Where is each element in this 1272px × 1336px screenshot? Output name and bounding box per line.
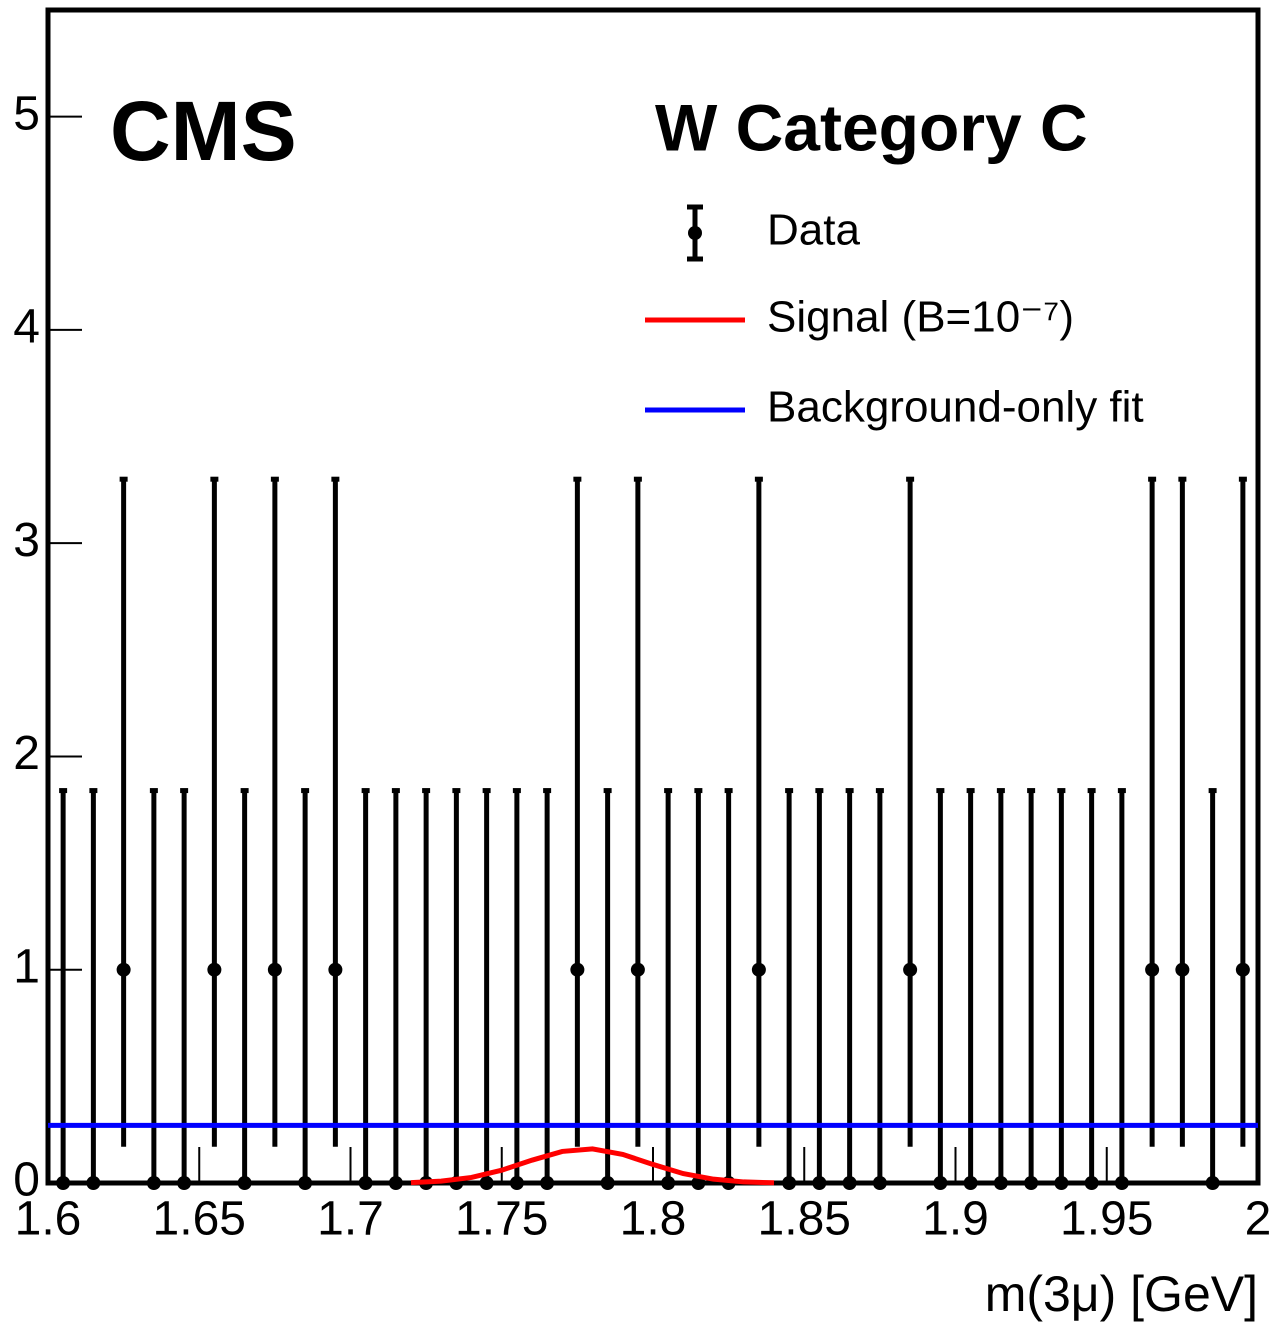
data-point <box>86 1176 101 1190</box>
data-point <box>388 1176 403 1190</box>
data-point <box>1114 1176 1129 1190</box>
data-point <box>1205 1176 1220 1190</box>
data-point <box>661 1176 676 1190</box>
data-point <box>177 1176 192 1190</box>
legend-label: Background-only fit <box>767 383 1144 432</box>
legend-label: Data <box>767 206 860 255</box>
data-point <box>479 1176 494 1190</box>
chart-subtitle: W Category C <box>655 90 1088 164</box>
data-point <box>993 1176 1008 1190</box>
legend-swatch <box>688 226 702 240</box>
data-point <box>842 1176 857 1190</box>
data-point <box>812 1176 827 1190</box>
x-tick-label: 1.75 <box>455 1193 548 1246</box>
data-point <box>751 962 766 977</box>
data-point <box>872 1176 887 1190</box>
data-point <box>1054 1176 1069 1190</box>
series-line <box>410 1146 775 1186</box>
plot-frame <box>45 7 1261 1186</box>
data-point <box>509 1176 524 1190</box>
data-point <box>267 962 282 977</box>
data-point <box>570 962 585 977</box>
x-tick-label: 1.7 <box>317 1193 384 1246</box>
y-tick-label: 4 <box>13 301 40 354</box>
data-point <box>933 1176 948 1190</box>
chart-title: CMS <box>110 84 297 178</box>
x-axis-label: m(3μ) [GeV] <box>985 1266 1258 1322</box>
data-point <box>540 1176 555 1190</box>
data-point <box>903 962 918 977</box>
y-tick-label: 5 <box>13 87 40 140</box>
data-point <box>1024 1176 1039 1190</box>
x-tick-label: 1.8 <box>620 1193 687 1246</box>
data-point <box>298 1176 313 1190</box>
data-point <box>328 962 343 977</box>
data-point <box>1175 962 1190 977</box>
data-point <box>1235 962 1250 977</box>
data-point <box>146 1176 161 1190</box>
data-point <box>1084 1176 1099 1190</box>
data-point <box>600 1176 615 1190</box>
legend-label: Signal (B=10⁻⁷) <box>767 293 1074 342</box>
x-tick-label: 1.9 <box>922 1193 989 1246</box>
data-point <box>56 1176 71 1190</box>
data-point <box>1145 962 1160 977</box>
x-tick-label: 1.65 <box>153 1193 246 1246</box>
data-point <box>963 1176 978 1190</box>
y-tick-label: 0 <box>13 1154 40 1207</box>
x-tick-label: 1.95 <box>1060 1193 1153 1246</box>
data-point <box>116 962 131 977</box>
x-tick-label: 2 <box>1245 1193 1272 1246</box>
data-point <box>630 962 645 977</box>
x-tick-label: 1.6 <box>15 1193 82 1246</box>
y-tick-label: 1 <box>13 940 40 993</box>
x-tick-label: 1.85 <box>758 1193 851 1246</box>
data-point <box>207 962 222 977</box>
y-tick-label: 3 <box>13 514 40 567</box>
data-point <box>782 1176 797 1190</box>
data-point <box>358 1176 373 1190</box>
data-point <box>237 1176 252 1190</box>
y-tick-label: 2 <box>13 727 40 780</box>
